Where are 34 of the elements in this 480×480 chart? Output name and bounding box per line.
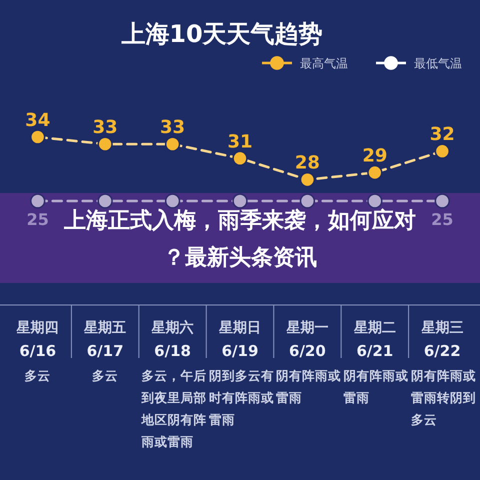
point (300, 193, 316, 209)
point (164, 193, 180, 209)
point (30, 129, 46, 145)
x-tick-label: 星期一 6/20 阴有阵雨或雷雨 (276, 320, 342, 405)
point (164, 136, 180, 152)
data-label: 33 (160, 117, 186, 138)
point (97, 136, 113, 152)
text: 上海正式入梅，雨季来袭，如何应对？最新头条资讯 (63, 208, 416, 270)
x-tick-label: 星期二 6/21 阴有阵雨或雷雨 (344, 320, 409, 405)
point (232, 193, 248, 209)
point (30, 193, 46, 209)
point (367, 193, 383, 209)
chart-title: 上海10天天气趋势 (120, 20, 323, 48)
point (434, 193, 450, 209)
data-label: 25 (431, 210, 454, 229)
data-label: 31 (227, 131, 253, 152)
data-label: 33 (92, 117, 118, 138)
data-label: 32 (430, 124, 455, 146)
point (300, 172, 316, 188)
point (232, 150, 248, 166)
x-tick-label: 星期四 6/16 多云 (16, 320, 59, 383)
x-tick-label: 星期日 6/19 阴到多云有时有阵雨或雷雨 (208, 320, 274, 427)
data-label: 25 (26, 210, 49, 229)
point (97, 193, 113, 209)
legend-label: 最低气温 (414, 56, 462, 70)
data-label: 28 (294, 152, 320, 174)
x-tick-label: 星期六 6/18 多云，午后到夜里局部地区阴有阵雨或雷雨 (140, 319, 206, 449)
legend-label: 最高气温 (300, 56, 348, 70)
data-label: 29 (362, 146, 388, 167)
x-tick-label: 星期五 6/17 多云 (83, 320, 126, 383)
data-label: 34 (25, 110, 50, 131)
point (434, 144, 450, 159)
point (367, 164, 383, 180)
x-tick-label: 星期三 6/22 阴有阵雨或雷雨转阴到多云 (411, 320, 476, 427)
